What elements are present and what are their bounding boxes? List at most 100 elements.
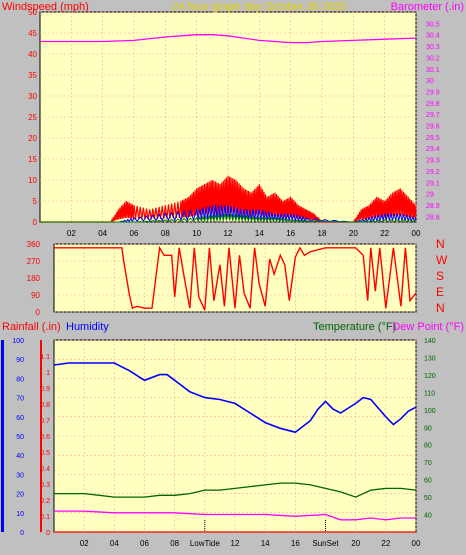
dewpoint-axis-label: Dew Point (°F) (392, 321, 464, 333)
rainfall-scale-bar (40, 340, 42, 532)
barometer-tick-label: 29.6 (426, 124, 440, 131)
barometer-tick-label: 30.3 (426, 44, 440, 51)
rainfall-tick-label: 0.3 (40, 482, 50, 489)
humidity-tick-label: 100 (12, 338, 24, 345)
humidity-tick-label: 40 (16, 453, 24, 460)
humidity-x-tick-label: 02 (80, 539, 89, 548)
barometer-tick-label: 29.7 (426, 112, 440, 119)
direction-letter: N (436, 237, 445, 251)
barometer-tick-label: 30.4 (426, 33, 440, 40)
humidity-tick-label: 30 (16, 472, 24, 479)
rainfall-tick-label: 0.1 (40, 514, 50, 521)
direction-grid (54, 243, 417, 313)
temperature-axis-label: Temperature (°F) (313, 321, 396, 333)
direction-tick-label: 90 (31, 291, 40, 300)
wind-x-tick-label: 08 (161, 229, 170, 238)
barometer-tick-label: 29.1 (426, 180, 440, 187)
temperature-tick-label: 110 (424, 390, 435, 397)
rainfall-tick-label: 1.1 (40, 354, 50, 361)
barometer-tick-label: 29.2 (426, 169, 440, 176)
wind-y-tick-label: 45 (28, 29, 37, 38)
temperature-tick-label: 130 (424, 355, 436, 362)
humidity-series (53, 362, 417, 533)
wind-x-tick-label: 16 (286, 229, 295, 238)
humidity-tick-label: 10 (16, 511, 24, 518)
rainfall-tick-label: 0.7 (40, 418, 50, 425)
wind-x-tick-label: 00 (412, 229, 421, 238)
barometer-tick-label: 29.4 (426, 146, 440, 153)
barometer-tick-label: 28.8 (426, 214, 440, 221)
wind-series (40, 34, 417, 224)
barometer-tick-label: 29.5 (426, 135, 440, 142)
barometer-tick-label: 30.5 (426, 21, 440, 28)
barometer-axis-label: Barometer (.in) (391, 1, 464, 13)
barometer-tick-label: 29.3 (426, 158, 440, 165)
direction-letter: N (436, 301, 445, 315)
event-markers (204, 520, 326, 532)
humidity-x-tick-label: 00 (412, 539, 421, 548)
temperature-ticks: 40 50 60 70 80 90 100 110 120 130 140 (424, 338, 436, 520)
wind-x-tick-label: 18 (318, 229, 327, 238)
humidity-x-tick-label: 08 (170, 539, 179, 548)
wind-y-tick-label: 10 (28, 176, 37, 185)
humidity-axis-label: Humidity (66, 321, 109, 333)
humidity-tick-label: 0 (20, 530, 24, 537)
humidity-x-tick-label: 22 (381, 539, 390, 548)
wind-x-tick-label: 02 (67, 229, 76, 238)
humidity-tick-label: 20 (16, 492, 24, 499)
barometer-tick-label: 30.2 (426, 55, 440, 62)
wind-x-tick-label: 12 (224, 229, 233, 238)
temperature-tick-label: 60 (424, 478, 432, 485)
wind-x-tick-label: 22 (380, 229, 389, 238)
rainfall-axis-label: Rainfall (.in) (2, 321, 61, 333)
rainfall-tick-label: 1 (46, 370, 50, 377)
barometer-tick-label: 29 (426, 192, 434, 199)
wind-direction-line (54, 245, 417, 311)
wind-x-tick-label: 06 (130, 229, 139, 238)
wind-y-tick-label: 15 (28, 155, 37, 164)
temperature-tick-label: 140 (424, 338, 436, 345)
direction-tick-label: 360 (27, 240, 41, 249)
dewpoint-line (54, 510, 416, 521)
humidity-x-tick-label: 12 (231, 539, 240, 548)
wind-x-tick-label: 20 (349, 229, 358, 238)
temperature-tick-label: 40 (424, 513, 432, 520)
windspeed-axis-label: Windspeed (mph) (2, 1, 89, 13)
temperature-tick-label: 90 (424, 425, 432, 432)
wind-x-tick-label: 04 (98, 229, 107, 238)
humidity-x-tick-label: 04 (110, 539, 119, 548)
temperature-tick-label: 70 (424, 460, 432, 467)
rainfall-tick-label: 0 (46, 530, 50, 537)
humidity-x-ticks: 02 04 06 08 LowTide 12 14 16 SunSet 20 22 00 (80, 539, 421, 548)
wind-x-tick-label: 10 (192, 229, 201, 238)
barometer-tick-label: 29.8 (426, 101, 440, 108)
wind-left-ticks: 0 5 10 15 20 25 30 35 40 45 50 (28, 8, 37, 227)
barometer-line (40, 34, 417, 44)
barometer-tick-label: 28.9 (426, 203, 440, 210)
humidity-tick-label: 80 (16, 376, 24, 383)
humidity-tick-label: 50 (16, 434, 24, 441)
chart-title: 24 hour graph day October 26 2025 (172, 1, 346, 13)
wind-y-tick-label: 40 (28, 50, 37, 59)
temperature-tick-label: 120 (424, 373, 436, 380)
rainfall-tick-label: 0.6 (40, 434, 50, 441)
humidity-ticks: 0 10 20 30 40 50 60 70 80 90 100 (12, 338, 24, 537)
direction-tick-label: 270 (27, 257, 41, 266)
wind-y-tick-label: 5 (33, 197, 38, 206)
barometer-tick-label: 30.1 (426, 67, 440, 74)
humidity-x-tick-label: SunSet (312, 539, 339, 548)
wind-y-tick-label: 30 (28, 92, 37, 101)
temperature-line (54, 482, 417, 498)
direction-letter: W (436, 253, 448, 267)
wind-y-tick-label: 25 (28, 113, 37, 122)
temperature-tick-label: 50 (424, 495, 432, 502)
direction-tick-label: 0 (36, 308, 41, 317)
barometer-tick-label: 30 (426, 78, 434, 85)
humidity-x-tick-label: LowTide (190, 539, 220, 548)
rainfall-tick-label: 0.5 (40, 450, 50, 457)
humidity-tick-label: 90 (16, 357, 24, 364)
barometer-right-ticks: 28.8 28.9 29 29.1 29.2 29.3 29.4 29.5 29.6 29.7 29… (426, 21, 440, 221)
